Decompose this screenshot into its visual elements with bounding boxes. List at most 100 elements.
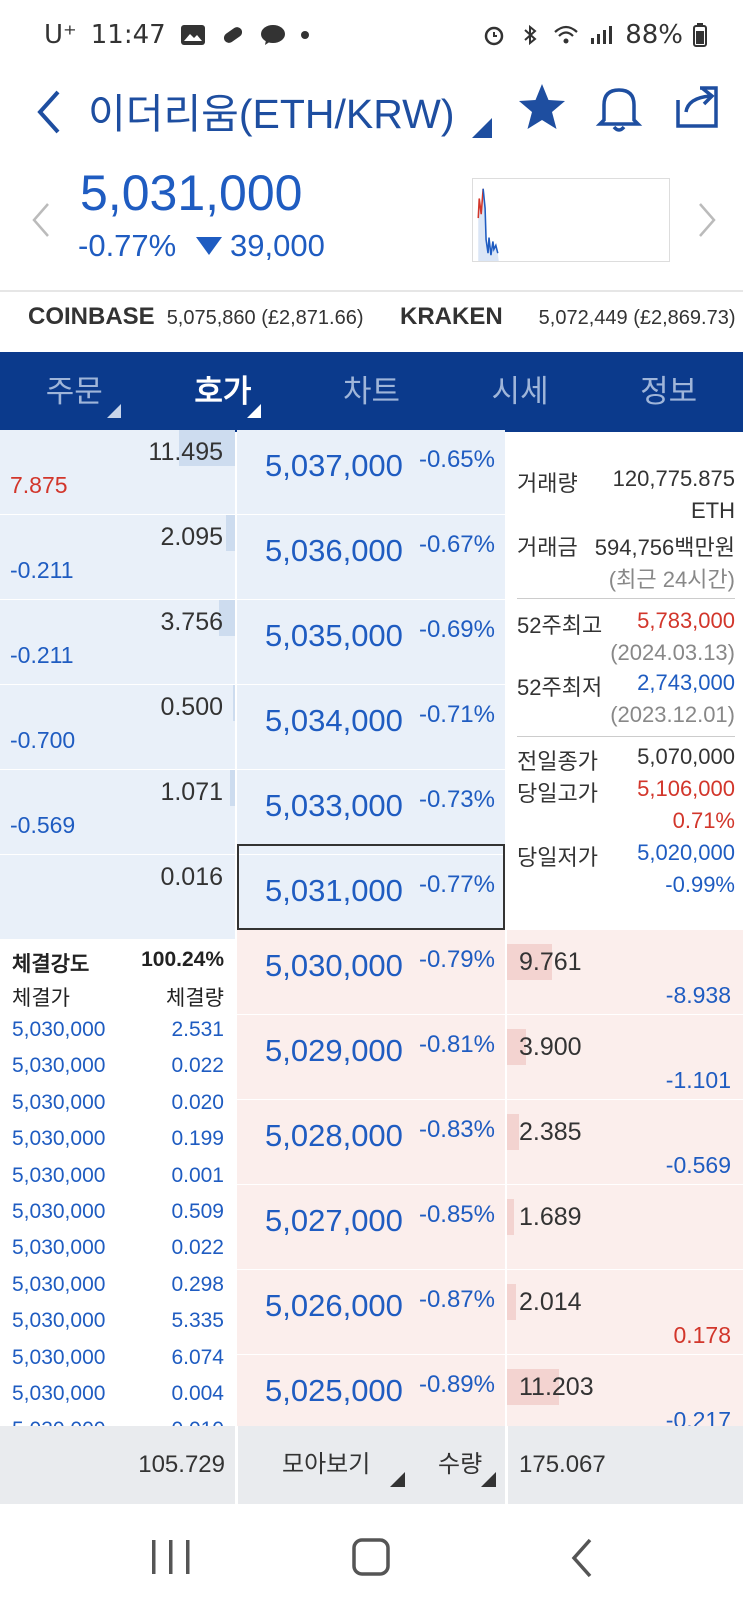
bid-price-cell[interactable]: 5,030,000 -0.79%: [237, 930, 505, 1014]
trade-qty: 0.001: [171, 1163, 224, 1187]
bid-qty: 1.689: [519, 1203, 582, 1231]
mini-chart[interactable]: [472, 178, 670, 262]
group-view-button[interactable]: 모아보기: [282, 1451, 371, 1478]
bid-row[interactable]: 5,026,000 -0.87% 2.014 0.178: [0, 1270, 743, 1355]
tab-chart[interactable]: 차트: [297, 352, 446, 432]
star-icon[interactable]: [515, 80, 569, 136]
wifi-icon: [554, 25, 578, 44]
bid-qty-change: 0.178: [673, 1322, 731, 1348]
bid-total: 175.067: [519, 1451, 606, 1478]
tab-orderbook[interactable]: 호가: [149, 352, 298, 432]
chevron-left-icon[interactable]: [30, 84, 70, 140]
change-amount: 39,000: [196, 228, 325, 264]
ask-price-cell[interactable]: 5,035,000 -0.69%: [237, 600, 505, 684]
ask-price-cell[interactable]: 5,033,000 -0.73%: [237, 770, 505, 854]
bid-volume-bar: [507, 1114, 519, 1150]
tab-corner-icon: [247, 404, 262, 418]
quantity-button[interactable]: 수량: [438, 1451, 483, 1478]
ask-price-cell[interactable]: 5,037,000 -0.65%: [237, 430, 505, 514]
bid-row[interactable]: 5,028,000 -0.83% 2.385 -0.569: [0, 1100, 743, 1185]
talk-icon: [260, 25, 285, 45]
ask-change-pct: -0.65%: [418, 446, 495, 473]
home-icon[interactable]: [342, 1530, 402, 1586]
carrier-label: U⁺: [44, 20, 77, 50]
trade-price: 5,030,000: [12, 1018, 106, 1041]
bid-row[interactable]: 5,029,000 -0.81% 3.900 -1.101: [0, 1015, 743, 1100]
bid-price-cell[interactable]: 5,025,000 -0.89%: [237, 1355, 505, 1439]
trade-price-header: 체결가: [12, 987, 70, 1010]
trade-row: 5,030,000 5.335: [12, 1309, 224, 1333]
ask-qty: 0.016: [160, 863, 223, 891]
ask-qty-change: -0.211: [10, 642, 74, 668]
ask-change-pct: -0.73%: [418, 786, 495, 813]
bid-qty: 11.203: [519, 1373, 594, 1401]
exchange-coinbase: COINBASE 5,075,860 (£2,871.66): [28, 303, 364, 343]
bid-qty-cell: 9.761 -8.938: [507, 930, 743, 1014]
back-icon[interactable]: [552, 1530, 612, 1586]
dot-icon: [300, 31, 309, 39]
trade-qty: 0.022: [171, 1236, 224, 1260]
dropdown-corner-icon[interactable]: [472, 118, 492, 138]
amount-value: 594,756백만원: [594, 535, 735, 560]
ask-price-cell[interactable]: 5,031,000 -0.77%: [237, 855, 505, 939]
trade-qty: 0.509: [171, 1200, 224, 1223]
low52-date: (2023.12.01): [610, 702, 735, 727]
page-title[interactable]: 이더리움(ETH/KRW): [88, 91, 455, 137]
trade-row: 5,030,000 2.531: [12, 1018, 224, 1042]
trade-row: 5,030,000 0.199: [12, 1127, 224, 1151]
bid-qty-cell: 3.900 -1.101: [507, 1015, 743, 1099]
trade-price: 5,030,000: [12, 1272, 106, 1296]
bid-qty-cell: 2.014 0.178: [507, 1270, 743, 1354]
bid-price-cell[interactable]: 5,028,000 -0.83%: [237, 1100, 505, 1184]
ask-row[interactable]: 0.016 5,031,000 -0.77%: [0, 855, 743, 940]
ask-qty: 0.500: [160, 693, 223, 721]
ask-row[interactable]: 0.500 -0.700 5,034,000 -0.71%: [0, 685, 743, 770]
ask-change-pct: -0.71%: [418, 701, 495, 728]
day-low-value: 5,020,000: [637, 840, 735, 865]
prev-coin-icon[interactable]: [30, 200, 52, 240]
tab-quotes[interactable]: 시세: [446, 352, 595, 432]
bid-volume-bar: [507, 1369, 559, 1405]
ask-row[interactable]: 11.495 7.875 5,037,000 -0.65%: [0, 430, 743, 515]
share-icon[interactable]: [670, 80, 724, 136]
bid-volume-bar: [507, 1199, 514, 1235]
trade-row: 5,030,000 6.074: [12, 1346, 224, 1370]
gallery-icon: [180, 25, 205, 45]
tab-order[interactable]: 주문: [0, 352, 149, 432]
bell-icon[interactable]: [592, 80, 646, 136]
trade-qty: 0.199: [171, 1127, 224, 1151]
exchange-price: 5,072,449 (£2,869.73): [538, 307, 736, 329]
ask-price: 5,035,000: [265, 618, 403, 653]
system-nav-bar: [0, 1504, 743, 1610]
next-coin-icon[interactable]: [696, 200, 718, 240]
prev-close-value: 5,070,000: [637, 744, 735, 769]
bid-row[interactable]: 5,030,000 -0.79% 9.761 -8.938: [0, 930, 743, 1015]
ask-price-cell[interactable]: 5,034,000 -0.71%: [237, 685, 505, 769]
bid-price-cell[interactable]: 5,029,000 -0.81%: [237, 1015, 505, 1099]
bid-change-pct: -0.89%: [418, 1371, 495, 1398]
bid-price-cell[interactable]: 5,027,000 -0.85%: [237, 1185, 505, 1269]
tab-label: 주문: [45, 374, 103, 410]
ask-volume-bar: [233, 685, 235, 721]
strength-value: 100.24%: [141, 948, 224, 971]
tab-label: 시세: [491, 374, 549, 410]
market-stats: 거래량 120,775.875 ETH 거래금 594,756백만원 (최근 24시…: [517, 432, 735, 932]
tab-info[interactable]: 정보: [594, 352, 743, 432]
recent-apps-icon[interactable]: [142, 1530, 202, 1586]
ask-row[interactable]: 3.756 -0.211 5,035,000 -0.69%: [0, 600, 743, 685]
bid-row[interactable]: 5,027,000 -0.85% 1.689: [0, 1185, 743, 1270]
ask-price: 5,031,000: [265, 873, 403, 908]
ask-qty: 1.071: [160, 778, 223, 806]
bid-change-pct: -0.81%: [418, 1031, 495, 1058]
ask-price-cell[interactable]: 5,036,000 -0.67%: [237, 515, 505, 599]
bid-row[interactable]: 5,025,000 -0.89% 11.203 -0.217: [0, 1355, 743, 1440]
ask-qty-change: -0.700: [10, 727, 76, 753]
ask-row[interactable]: 1.071 -0.569 5,033,000 -0.73%: [0, 770, 743, 855]
bid-price-cell[interactable]: 5,026,000 -0.87%: [237, 1270, 505, 1354]
stats-divider: [517, 736, 735, 737]
ask-row[interactable]: 2.095 -0.211 5,036,000 -0.67%: [0, 515, 743, 600]
dropdown-corner-icon: [390, 1472, 405, 1487]
trade-qty: 0.010: [171, 1418, 224, 1426]
ask-qty-change: -0.211: [10, 557, 74, 583]
ask-qty-change: 7.875: [10, 472, 68, 498]
